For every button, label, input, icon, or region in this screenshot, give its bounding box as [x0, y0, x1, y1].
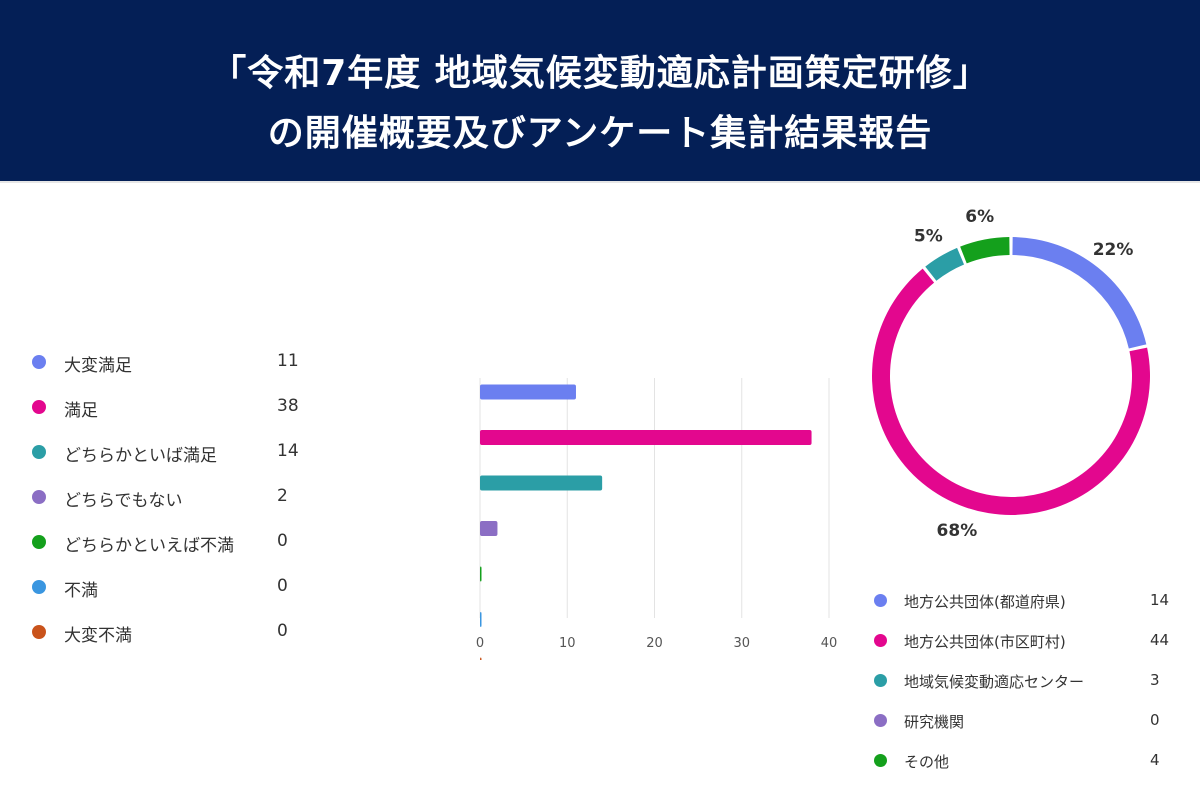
donut-slice [872, 268, 1150, 515]
legend-label: 満足 [64, 401, 98, 421]
legend-label: 研究機関 [904, 713, 965, 731]
bar [480, 657, 482, 660]
legend-label: 大変満足 [64, 356, 132, 376]
x-tick-label: 20 [646, 636, 663, 651]
bar [480, 521, 498, 536]
legend-dot [32, 400, 46, 414]
satisfaction-bar-chart: 0 10 20 30 40 [476, 378, 838, 660]
x-tick-label: 0 [476, 636, 484, 651]
legend-dot [874, 594, 887, 607]
legend-label: 大変不満 [64, 626, 132, 646]
legend-count: 3 [1150, 671, 1160, 689]
legend-label: その他 [904, 753, 950, 771]
slice-label: 5% [914, 226, 943, 246]
x-tick-label: 30 [733, 636, 750, 651]
legend-label: 地方公共団体(市区町村) [904, 633, 1066, 651]
affiliation-donut-chart: 22% 68% 5% 6% [872, 207, 1150, 541]
legend-count: 2 [277, 486, 288, 506]
legend-count: 38 [277, 396, 299, 416]
affiliation-legend: 地方公共団体(都道府県) 14 地方公共団体(市区町村) 44 地域気候変動適応… [874, 590, 1174, 780]
bar [480, 384, 576, 400]
legend-count: 14 [277, 441, 299, 461]
legend-count: 4 [1150, 751, 1160, 769]
slice-label: 22% [1093, 240, 1134, 260]
legend-label: どちらかといば満足 [64, 446, 217, 466]
panel-divider [0, 181, 1200, 183]
page-header: 「令和7年度 地域気候変動適応計画策定研修」 の開催概要及びアンケート集計結果報… [0, 0, 1200, 181]
legend-label: 地域気候変動適応センター [904, 673, 1085, 691]
satisfaction-legend: 大変満足 11 満足 38 どちらかといば満足 14 どちらでもない 2 どちら… [32, 350, 312, 650]
bar [480, 475, 603, 491]
legend-dot [874, 714, 887, 727]
donut-slice [960, 237, 1010, 264]
legend-count: 0 [1150, 711, 1160, 729]
donut-slice [925, 247, 965, 281]
legend-dot [32, 625, 46, 639]
legend-count: 44 [1150, 631, 1170, 649]
slice-label: 6% [965, 207, 994, 227]
legend-dot [32, 490, 46, 504]
legend-dot [32, 580, 46, 594]
title-line-2: の開催概要及びアンケート集計結果報告 [267, 113, 933, 154]
legend-label: どちらでもない [64, 491, 183, 511]
bar [480, 430, 812, 445]
legend-label: 不満 [64, 581, 98, 601]
slice-label: 68% [937, 521, 978, 541]
legend-count: 0 [277, 576, 288, 596]
legend-count: 14 [1150, 591, 1170, 609]
legend-label: 地方公共団体(都道府県) [904, 593, 1066, 611]
legend-count: 0 [277, 531, 288, 551]
title-line-1: 「令和7年度 地域気候変動適応計画策定研修」 [210, 53, 990, 94]
donut-slice [1012, 237, 1147, 349]
bar [480, 566, 482, 582]
legend-dot [32, 535, 46, 549]
legend-dot [32, 355, 46, 369]
x-tick-label: 40 [821, 636, 838, 651]
legend-count: 11 [277, 351, 299, 371]
legend-dot [32, 445, 46, 459]
x-tick-label: 10 [559, 636, 576, 651]
legend-dot [874, 634, 887, 647]
legend-count: 0 [277, 621, 288, 641]
legend-dot [874, 674, 887, 687]
legend-label: どちらかといえば不満 [64, 536, 234, 556]
legend-dot [874, 754, 887, 767]
bar [480, 612, 482, 627]
